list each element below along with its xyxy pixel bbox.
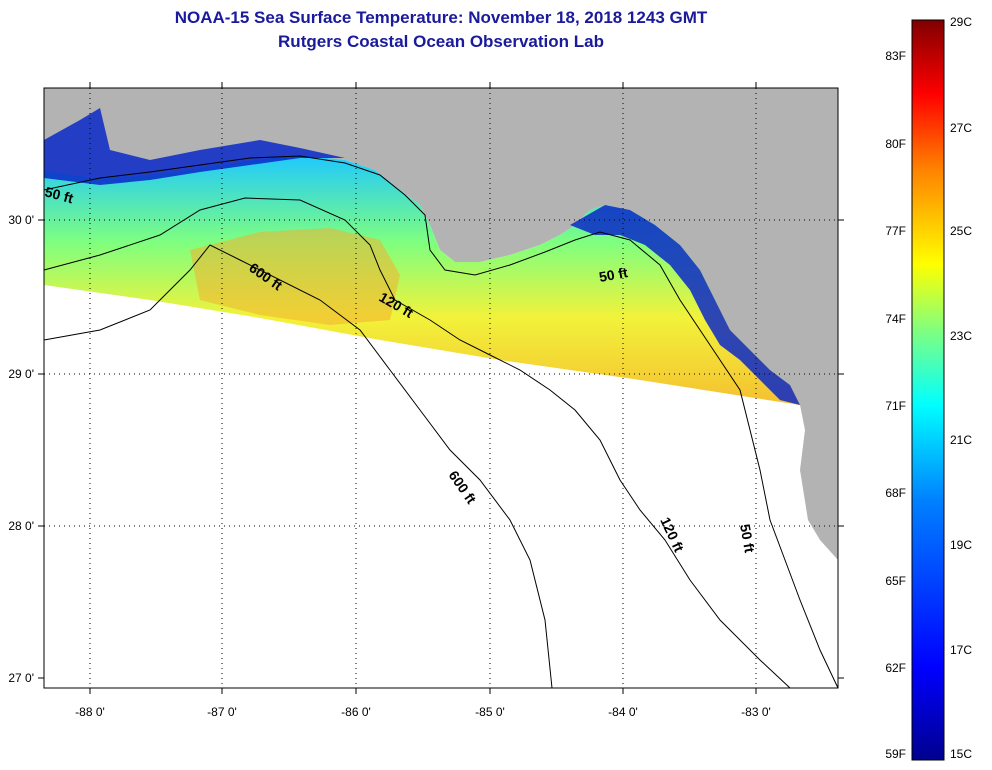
contour-label-50ft-south: 50 ft (737, 523, 758, 554)
c-label-29: 29C (950, 15, 972, 29)
c-label-23: 23C (950, 329, 972, 343)
c-label-17: 17C (950, 643, 972, 657)
lon-label-83: -83 0' (741, 705, 771, 719)
sst-warm-core (190, 228, 400, 325)
colorbar-celsius-labels: 29C 27C 25C 23C 21C 19C 17C 15C (950, 15, 972, 761)
lon-label-85: -85 0' (475, 705, 505, 719)
lat-label-29: 29 0' (8, 367, 34, 381)
c-label-21: 21C (950, 433, 972, 447)
c-label-27: 27C (950, 121, 972, 135)
lon-label-87: -87 0' (207, 705, 237, 719)
f-label-71: 71F (885, 399, 906, 413)
contour-label-50ft-east: 50 ft (598, 264, 629, 285)
lon-label-84: -84 0' (608, 705, 638, 719)
map-title: NOAA-15 Sea Surface Temperature: Novembe… (174, 8, 708, 27)
axis-ticks (38, 82, 844, 694)
lat-label-28: 28 0' (8, 519, 34, 533)
lat-label-30: 30 0' (8, 213, 34, 227)
lon-label-86: -86 0' (341, 705, 371, 719)
colorbar (911, 19, 945, 761)
f-label-74: 74F (885, 312, 906, 326)
map-border (43, 87, 839, 689)
sst-nearshore-band (570, 205, 800, 405)
sst-nearshore-west (44, 108, 345, 185)
contour-600ft (43, 244, 553, 689)
lon-label-88: -88 0' (75, 705, 105, 719)
colorbar-fahrenheit-labels: 83F 80F 77F 74F 71F 68F 65F 62F 59F (885, 49, 906, 761)
contour-50ft (43, 155, 839, 689)
graticule (44, 88, 838, 688)
c-label-19: 19C (950, 538, 972, 552)
f-label-68: 68F (885, 486, 906, 500)
f-label-80: 80F (885, 137, 906, 151)
depth-contours (43, 155, 839, 689)
f-label-83: 83F (885, 49, 906, 63)
f-label-59: 59F (885, 747, 906, 761)
lat-label-27: 27 0' (8, 671, 34, 685)
f-label-77: 77F (885, 224, 906, 238)
contour-label-50ft-west: 50 ft (43, 183, 75, 206)
f-label-62: 62F (885, 661, 906, 675)
land-area (44, 88, 838, 560)
map-subtitle: Rutgers Coastal Ocean Observation Lab (278, 32, 604, 51)
f-label-65: 65F (885, 574, 906, 588)
c-label-15: 15C (950, 747, 972, 761)
contour-120ft (43, 197, 791, 689)
c-label-25: 25C (950, 224, 972, 238)
